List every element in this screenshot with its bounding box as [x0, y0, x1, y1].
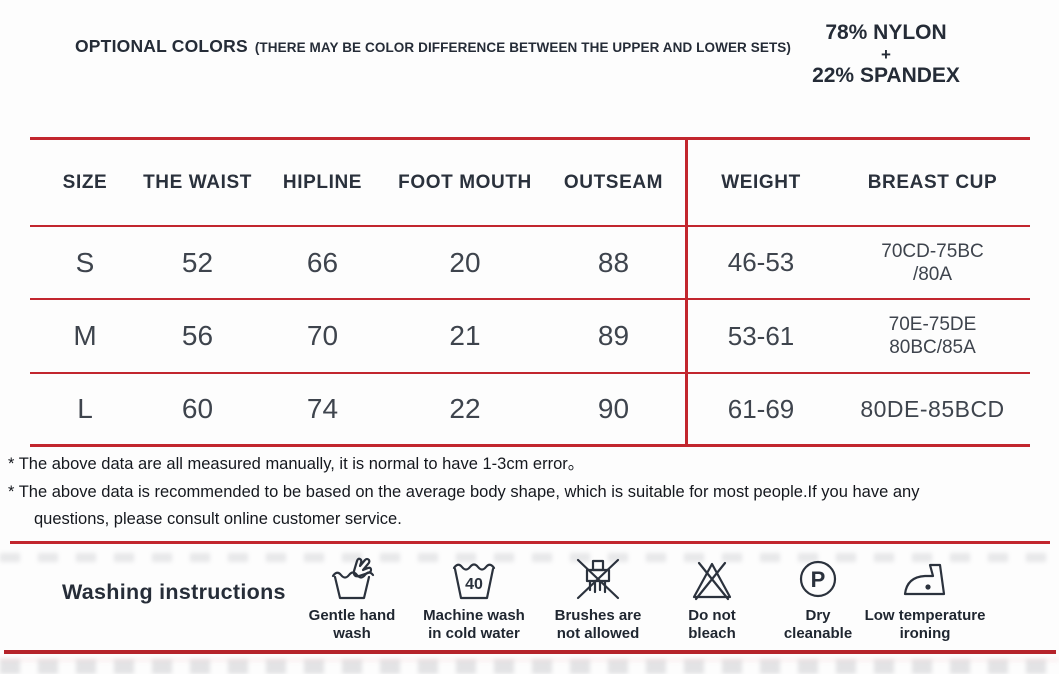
col-header-size: SIZE: [62, 171, 108, 193]
bottom-divider: [4, 650, 1056, 654]
low-temp-iron-icon: [900, 552, 950, 602]
washing-item-no-brush: Brushes are not allowed: [533, 552, 663, 642]
svg-text:40: 40: [465, 576, 483, 593]
optional-colors-label: OPTIONAL COLORS: [75, 36, 248, 56]
row-divider: [30, 225, 1030, 227]
col-header-breast-cup: BREAST CUP: [867, 171, 998, 193]
cell-waist: 52: [181, 246, 214, 278]
cell-weight: 46-53: [727, 247, 795, 277]
watermark-strip: [0, 553, 1059, 562]
cell-hipline: 74: [306, 393, 339, 424]
cell-size: S: [75, 246, 95, 278]
hand-wash-icon: [328, 552, 376, 602]
cell-breast-cup: 70E-75DE 80BC/85A: [835, 300, 1030, 372]
washing-item-machine-wash: 40 Machine wash in cold water: [409, 552, 539, 642]
col-header-hipline: HIPLINE: [282, 171, 363, 193]
dry-clean-p-icon: P: [795, 552, 841, 602]
washing-item-hand-wash: Gentle hand wash: [287, 552, 417, 642]
washing-instructions-title: Washing instructions: [62, 580, 286, 604]
cell-hipline: 70: [306, 320, 339, 351]
table-vertical-divider: [685, 140, 688, 444]
size-table: SIZE THE WAIST HIPLINE FOOT MOUTH OUTSEA…: [30, 137, 1030, 447]
breast-cup-line1: 70E-75DE: [888, 314, 977, 335]
cell-outseam: 90: [597, 393, 630, 424]
cell-foot-mouth: 21: [449, 320, 481, 351]
do-not-bleach-icon: [688, 552, 736, 602]
fabric-line1: 78% NYLON: [825, 21, 947, 44]
fabric-plus: +: [881, 45, 891, 64]
row-divider: [30, 372, 1030, 374]
breast-cup-line2: 80BC/85A: [889, 337, 976, 358]
measurement-notes: * The above data are all measured manual…: [8, 451, 968, 534]
washing-item-low-temp-iron: Low temperature ironing: [845, 552, 1005, 642]
washing-item-label: Gentle hand wash: [308, 607, 396, 642]
table-row-m: M 56 70 21 89 53-61 70E-75DE 80BC/85A: [30, 300, 1030, 372]
cell-outseam: 89: [597, 320, 630, 351]
note-line-2: * The above data is recommended to be ba…: [8, 482, 920, 501]
table-header-row: SIZE THE WAIST HIPLINE FOOT MOUTH OUTSEA…: [30, 140, 1030, 225]
row-divider: [30, 298, 1030, 300]
washing-section-divider: [10, 541, 1050, 544]
washing-item-label: Brushes are not allowed: [554, 607, 642, 642]
col-header-weight: WEIGHT: [721, 171, 801, 193]
col-header-outseam: OUTSEAM: [563, 171, 664, 193]
washing-item-label: Machine wash in cold water: [423, 607, 525, 642]
washing-item-label: Low temperature ironing: [864, 607, 986, 642]
cell-size: M: [73, 320, 97, 351]
optional-colors-note: (THERE MAY BE COLOR DIFFERENCE BETWEEN T…: [254, 40, 792, 55]
cell-foot-mouth: 20: [449, 246, 481, 278]
washing-item-label: Dry cleanable: [783, 607, 853, 642]
table-row-s: S 52 66 20 88 46-53 70CD-75BC /80A: [30, 227, 1030, 298]
cell-weight: 53-61: [727, 320, 795, 351]
cell-breast-cup: 80DE-85BCD: [860, 395, 1005, 422]
optional-colors-heading: OPTIONAL COLORS (THERE MAY BE COLOR DIFF…: [75, 36, 791, 57]
cell-waist: 60: [181, 393, 214, 424]
cell-foot-mouth: 22: [449, 393, 481, 424]
col-header-the-waist: THE WAIST: [143, 171, 252, 193]
cell-size: L: [77, 393, 93, 424]
washing-item-label: Do not bleach: [688, 607, 736, 642]
fabric-composition: 78% NYLON + 22% SPANDEX: [780, 20, 992, 89]
machine-wash-40-icon: 40: [450, 552, 498, 602]
cell-weight: 61-69: [727, 393, 795, 424]
cell-waist: 56: [181, 320, 214, 351]
cell-hipline: 66: [306, 246, 339, 278]
breast-cup-line2: /80A: [912, 263, 953, 285]
note-line-3: questions, please consult online custome…: [34, 510, 402, 528]
note-line-1: * The above data are all measured manual…: [8, 455, 585, 473]
breast-cup-line1: 70CD-75BC: [881, 240, 984, 262]
svg-text:P: P: [811, 567, 826, 592]
cell-outseam: 88: [597, 246, 630, 278]
no-brush-icon: [574, 552, 622, 602]
washing-item-do-not-bleach: Do not bleach: [647, 552, 777, 642]
col-header-foot-mouth: FOOT MOUTH: [398, 171, 532, 193]
watermark-strip: [0, 659, 1059, 674]
cell-breast-cup: 70CD-75BC /80A: [835, 227, 1030, 298]
fabric-line2: 22% SPANDEX: [812, 64, 960, 87]
table-row-l: L 60 74 22 90 61-69 80DE-85BCD: [30, 374, 1030, 444]
washing-item-dry-clean: P Dry cleanable: [753, 552, 883, 642]
